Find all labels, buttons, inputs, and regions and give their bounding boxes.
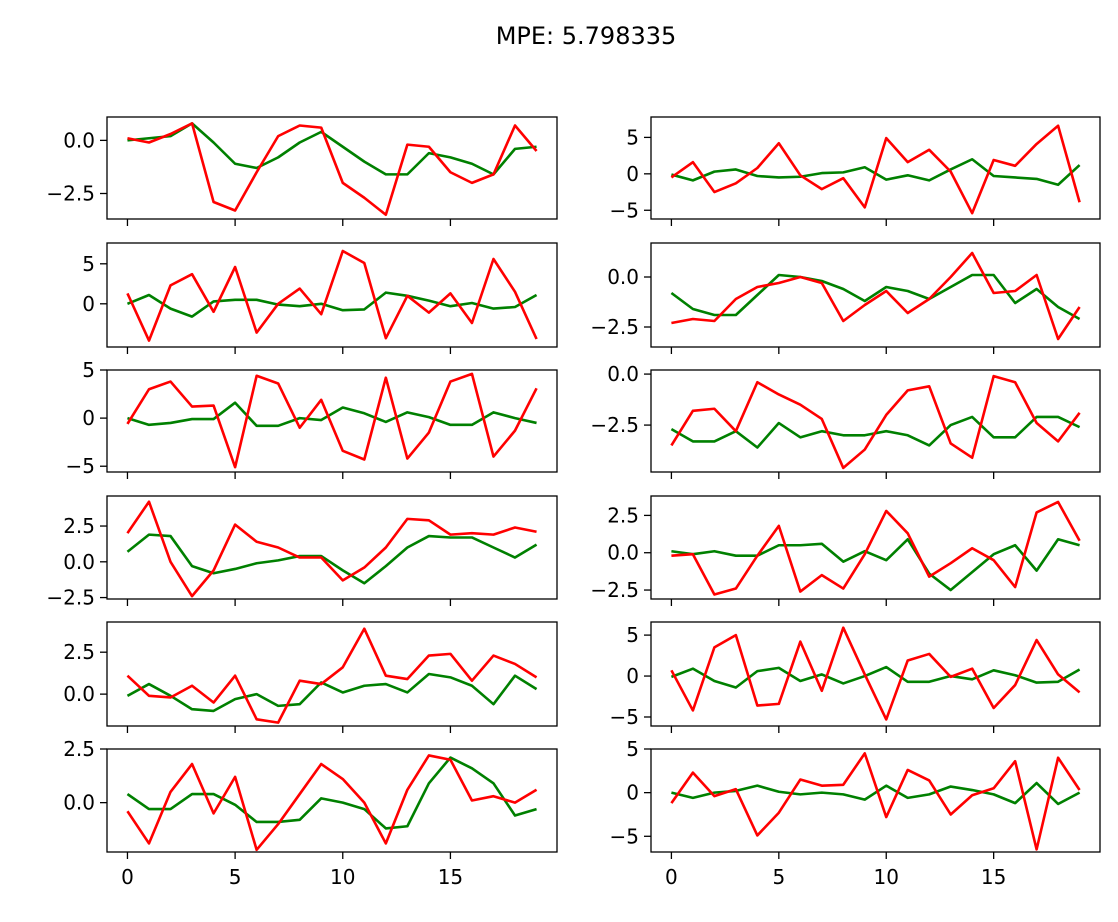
y-tick-label: 0 <box>82 406 95 430</box>
subplot-2: 5 0 −5 <box>610 116 1101 226</box>
y-tick-label: 2.5 <box>63 737 95 761</box>
x-tick-label: 5 <box>229 865 242 889</box>
subplot-8: 2.5 0.0 −2.5 <box>590 495 1101 606</box>
y-tick-label: −5 <box>66 454 95 478</box>
red-series-line <box>127 122 538 217</box>
green-series-line <box>126 756 537 830</box>
green-series-line <box>670 665 1081 689</box>
axes-frame <box>106 748 558 853</box>
axes-frame <box>650 621 1101 727</box>
x-tick-label: 5 <box>772 865 785 889</box>
y-tick-label: 5 <box>626 623 639 647</box>
y-tick-label: 5 <box>82 358 95 382</box>
red-series-line <box>671 500 1081 596</box>
y-tick-label: 2.5 <box>607 503 639 527</box>
y-tick-label: 0.0 <box>607 265 639 289</box>
axes-frame <box>106 495 558 600</box>
axes-frame <box>650 748 1101 853</box>
y-tick-label: 0.0 <box>63 791 95 815</box>
y-tick-label: 0.0 <box>63 550 95 574</box>
y-tick-label: 5 <box>626 125 639 149</box>
y-tick-label: 0.0 <box>607 541 639 565</box>
red-series-line <box>126 500 537 598</box>
axes-frame <box>106 116 558 220</box>
red-series-line <box>126 372 538 469</box>
subplot-7: 2.5 0.0 −2.5 <box>46 495 558 610</box>
y-tick-label: 0 <box>626 162 639 186</box>
green-series-line <box>126 672 538 713</box>
red-series-line <box>671 251 1081 341</box>
y-tick-label: 0.0 <box>63 682 95 706</box>
green-series-line <box>127 122 537 176</box>
figure-title: MPE: 5.798335 <box>496 22 677 50</box>
y-tick-label: 0 <box>626 781 639 805</box>
red-series-line <box>670 124 1081 215</box>
x-tick-label: 15 <box>981 865 1006 889</box>
y-tick-label: 5 <box>626 737 639 761</box>
green-series-line <box>126 533 538 585</box>
y-tick-label: −5 <box>610 705 639 729</box>
red-series-line <box>670 626 1081 721</box>
y-tick-label: −2.5 <box>590 578 639 602</box>
red-series-line <box>126 627 538 724</box>
green-series-line <box>670 273 1081 321</box>
subplot-4: 0.0 −2.5 <box>590 242 1101 354</box>
y-tick-label: −2.5 <box>46 586 95 610</box>
subplot-grid: 0.0−2.550−5500.0−2.550−50.0−2.52.50.0−2.… <box>46 116 1101 889</box>
y-tick-label: −5 <box>610 824 639 848</box>
red-series-line <box>670 752 1081 851</box>
x-tick-label: 10 <box>330 865 355 889</box>
axes-frame <box>650 495 1101 600</box>
axes-frame <box>650 369 1101 473</box>
axes-frame <box>650 116 1101 220</box>
y-tick-label: 0.0 <box>63 128 95 152</box>
x-tick-label: 10 <box>874 865 899 889</box>
subplot-10: 5 0 −5 <box>610 621 1101 733</box>
y-tick-label: −2.5 <box>46 182 95 206</box>
y-tick-label: −5 <box>610 198 639 222</box>
y-tick-label: 0.0 <box>607 362 639 386</box>
x-tick-label: 0 <box>121 865 134 889</box>
red-series-line <box>126 249 538 342</box>
subplot-6: 0.0 −2.5 <box>590 362 1101 479</box>
subplot-3: 50 <box>82 242 558 354</box>
y-tick-label: 2.5 <box>63 514 95 538</box>
subplot-12: 5 0 −5 0 5 10 15 <box>610 737 1101 889</box>
axes-frame <box>106 621 558 727</box>
x-tick-label: 15 <box>438 865 463 889</box>
red-series-line <box>670 374 1081 470</box>
x-tick-label: 0 <box>665 865 678 889</box>
y-tick-label: −2.5 <box>590 315 639 339</box>
axes-frame <box>106 369 558 473</box>
y-tick-label: 0 <box>626 664 639 688</box>
green-series-line <box>127 401 537 428</box>
subplot-9: 2.5 0.0 <box>63 621 558 733</box>
axes-frame <box>106 242 558 348</box>
green-series-line <box>671 537 1080 592</box>
green-series-line <box>671 781 1081 806</box>
axes-frame <box>650 242 1101 348</box>
red-series-line <box>126 754 538 852</box>
y-tick-label: 0 <box>82 292 95 316</box>
subplot-1: 0.0 −2.5 <box>46 116 558 226</box>
subplot-5: 5 0 −5 <box>66 358 558 479</box>
green-series-line <box>126 291 538 318</box>
y-tick-label: −2.5 <box>590 413 639 437</box>
y-tick-label: 5 <box>82 252 95 276</box>
y-tick-label: 2.5 <box>63 640 95 664</box>
subplot-11: 2.5 0.0 0 5 10 15 <box>63 737 558 889</box>
